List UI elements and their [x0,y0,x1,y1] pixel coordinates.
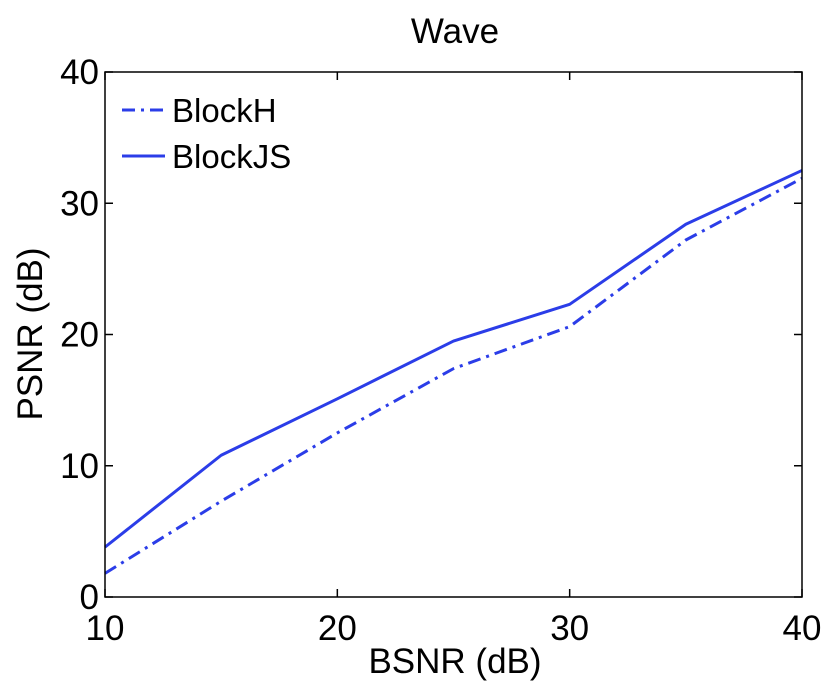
series-line-blockh [104,176,803,575]
x-tick-label: 10 [86,609,125,648]
plot-area [104,169,803,575]
x-axis-label: BSNR (dB) [368,642,541,681]
x-tick-label: 30 [550,609,589,648]
y-tick-label: 10 [60,447,99,486]
chart-title: Wave [411,12,499,51]
legend-label-blockh: BlockH [172,92,277,129]
x-tick-label: 20 [318,609,357,648]
legend: BlockH BlockJS [122,92,291,175]
series-line-blockjs [104,169,803,549]
x-tick-label: 40 [783,609,822,648]
y-tick-label: 30 [60,184,99,223]
y-axis-label: PSNR (dB) [11,247,50,420]
legend-label-blockjs: BlockJS [172,138,291,175]
y-tick-label: 0 [80,578,99,617]
y-tick-label: 40 [60,53,99,92]
y-tick-label: 20 [60,316,99,355]
